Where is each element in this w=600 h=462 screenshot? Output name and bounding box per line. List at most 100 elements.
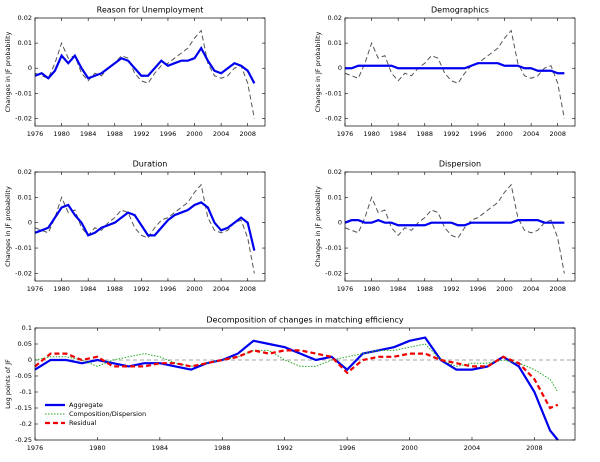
chart-title: Reason for Unemployment [97,6,204,15]
series-line [344,218,565,227]
y-tick-label: -0.15 [15,404,32,412]
x-tick-label: 1984 [80,285,97,293]
y-tick-label: -0.02 [15,114,32,122]
y-axis-label: Changes in JF probability [4,186,12,267]
series-line [34,29,255,119]
x-tick-label: 1988 [106,285,123,293]
x-tick-label: 1976 [337,130,354,138]
y-tick-label: 0.05 [18,340,32,348]
y-axis-label: Changes in JF probability [314,31,322,112]
y-tick-label: 0 [338,219,342,227]
series-line [34,45,256,84]
x-tick-label: 1992 [133,130,150,138]
chart-title: Duration [133,160,168,169]
series-line [34,349,559,410]
y-tick-label: 0.02 [328,14,342,22]
x-tick-label: 1980 [363,130,380,138]
x-tick-label: 1984 [152,444,169,452]
x-tick-label: 1976 [27,130,44,138]
y-axis-label: Log points of JF [4,359,12,409]
chart-title: Dispersion [439,160,481,169]
y-tick-label: 0.01 [18,39,32,47]
y-tick-label: -0.02 [15,269,32,277]
y-tick-label: 0.02 [18,14,32,22]
y-tick-label: 0.01 [328,193,342,201]
x-tick-label: 1980 [53,285,70,293]
y-tick-label: -0.2 [19,420,32,428]
legend-label: Aggregate [69,401,103,409]
x-tick-label: 2008 [239,130,256,138]
x-tick-label: 2000 [186,130,203,138]
y-axis-label: Changes in JF probability [314,186,322,267]
x-tick-label: 1996 [470,285,487,293]
x-tick-label: 2000 [401,444,418,452]
chart-title: Demographics [431,6,489,15]
x-tick-label: 1976 [337,285,354,293]
y-tick-label: 0 [338,64,342,72]
y-tick-label: -0.01 [325,89,342,97]
x-tick-label: 2008 [549,285,566,293]
y-tick-label: -0.1 [19,388,32,396]
series-line [344,183,565,274]
series-line [34,343,559,393]
x-tick-label: 1996 [339,444,356,452]
x-tick-label: 1996 [470,130,487,138]
series-line [345,62,565,75]
x-tick-label: 1988 [416,130,433,138]
y-tick-label: -0.01 [15,89,32,97]
plot-frame [34,17,266,127]
plot-frame [34,327,576,441]
x-tick-label: 1992 [443,285,460,293]
x-tick-label: 2004 [523,130,540,138]
x-tick-label: 1992 [443,130,460,138]
x-tick-label: 1976 [27,444,44,452]
y-tick-label: 0.1 [22,324,32,332]
x-tick-label: 1980 [53,130,70,138]
x-tick-label: 1992 [133,285,150,293]
x-tick-label: 1988 [214,444,231,452]
x-tick-label: 1984 [390,130,407,138]
y-tick-label: -0.05 [15,372,32,380]
x-tick-label: 2004 [464,444,481,452]
x-tick-label: 2004 [213,130,230,138]
legend-label: Composition/Dispersion [69,410,146,418]
y-tick-label: -0.01 [15,244,32,252]
x-tick-label: 2004 [213,285,230,293]
x-tick-label: 1984 [390,285,407,293]
x-tick-label: 1980 [89,444,106,452]
x-tick-label: 1980 [363,285,380,293]
y-tick-label: 0.02 [18,168,32,176]
x-tick-label: 2008 [549,130,566,138]
series-line [34,336,559,441]
series-line [344,29,565,119]
x-tick-label: 2000 [186,285,203,293]
y-axis-label: Changes in JF probability [4,31,12,112]
y-tick-label: 0.01 [328,39,342,47]
plot-frame [344,171,576,282]
x-tick-label: 1992 [276,444,293,452]
y-tick-label: -0.02 [325,114,342,122]
y-tick-label: 0 [28,356,32,364]
x-tick-label: 2004 [523,285,540,293]
x-tick-label: 1984 [80,130,97,138]
plot-frame [34,171,266,282]
x-tick-label: 1988 [416,285,433,293]
y-tick-label: -0.01 [325,244,342,252]
x-tick-label: 2000 [496,285,513,293]
x-tick-label: 2008 [526,444,543,452]
y-tick-label: 0.02 [328,168,342,176]
series-line [34,201,256,251]
y-tick-label: -0.25 [15,436,32,444]
y-tick-label: -0.02 [325,269,342,277]
chart-title: Decomposition of changes in matching eff… [206,316,404,325]
y-tick-label: 0.01 [18,193,32,201]
y-tick-label: 0 [28,219,32,227]
legend-label: Residual [69,419,97,427]
plot-frame [344,17,576,127]
x-tick-label: 1976 [27,285,44,293]
x-tick-label: 2000 [496,130,513,138]
y-tick-label: 0 [28,64,32,72]
x-tick-label: 1996 [160,130,177,138]
x-tick-label: 1996 [160,285,177,293]
x-tick-label: 2008 [239,285,256,293]
